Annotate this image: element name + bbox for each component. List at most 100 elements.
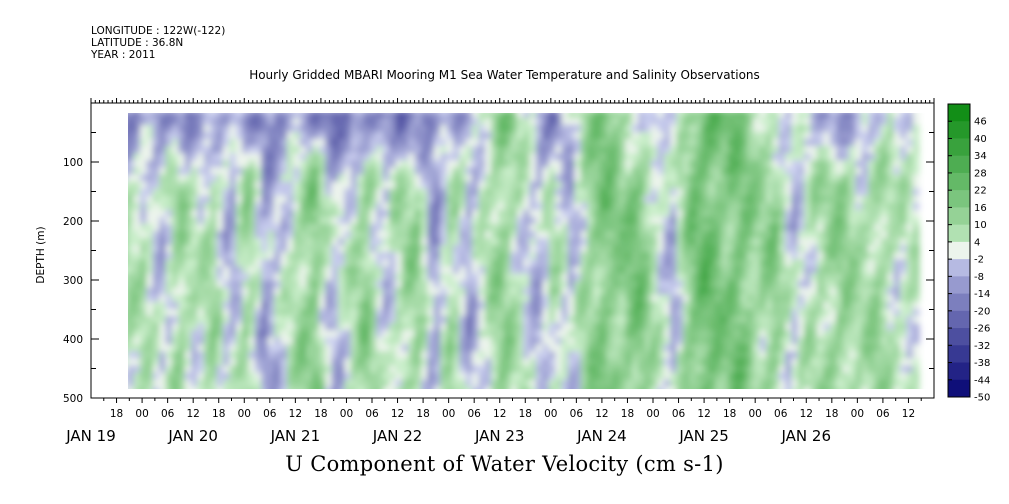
heatmap-cell	[222, 386, 230, 389]
heatmap-cell	[318, 330, 326, 338]
heatmap-cell	[529, 138, 537, 147]
heatmap-cell	[344, 330, 352, 338]
heatmap-cell	[376, 181, 384, 190]
heatmap-cell	[778, 344, 786, 352]
heatmap-cell	[171, 273, 179, 282]
heatmap-cell	[510, 351, 518, 360]
heatmap-cell	[331, 167, 339, 175]
heatmap-cell	[599, 323, 607, 331]
heatmap-cell	[344, 280, 352, 289]
heatmap-cell	[753, 231, 761, 239]
heatmap-cell	[452, 124, 460, 133]
heatmap-cell	[535, 209, 543, 218]
heatmap-cell	[491, 153, 499, 161]
heatmap-cell	[587, 273, 594, 282]
heatmap-cell	[542, 216, 550, 225]
heatmap-cell	[491, 344, 499, 352]
heatmap-cell	[171, 209, 179, 218]
heatmap-cell	[587, 160, 594, 168]
heatmap-cell	[229, 365, 237, 374]
heatmap-cell	[555, 358, 563, 367]
heatmap-cell	[868, 330, 875, 338]
heatmap-cell	[401, 188, 409, 197]
heatmap-cell	[631, 124, 639, 133]
heatmap-cell	[887, 195, 895, 204]
heatmap-cell	[842, 124, 850, 133]
heatmap-cell	[753, 252, 761, 260]
heatmap-cell	[248, 330, 256, 338]
heatmap-cell	[325, 358, 333, 367]
heatmap-cell	[331, 330, 339, 338]
heatmap-cell	[631, 337, 639, 345]
heatmap-cell	[791, 188, 799, 197]
heatmap-cell	[746, 146, 754, 154]
heatmap-cell	[631, 379, 639, 388]
heatmap-cell	[644, 160, 652, 168]
heatmap-cell	[580, 337, 588, 345]
heatmap-cell	[389, 131, 397, 140]
heatmap-cell	[350, 231, 358, 239]
heatmap-cell	[478, 287, 486, 296]
heatmap-cell	[535, 231, 543, 239]
heatmap-cell	[548, 273, 556, 282]
heatmap-cell	[542, 287, 550, 296]
heatmap-cell	[306, 195, 313, 204]
heatmap-cell	[197, 146, 205, 154]
heatmap-cell	[542, 167, 550, 175]
heatmap-cell	[868, 202, 875, 211]
heatmap-cell	[452, 117, 460, 126]
heatmap-cell	[274, 188, 282, 197]
heatmap-cell	[516, 386, 524, 389]
heatmap-cell	[465, 287, 473, 296]
heatmap-cell	[510, 379, 518, 388]
heatmap-cell	[535, 124, 543, 133]
heatmap-cell	[574, 259, 582, 268]
heatmap-cell	[318, 181, 326, 190]
heatmap-cell	[701, 195, 709, 204]
heatmap-cell	[855, 160, 863, 168]
heatmap-cell	[574, 301, 582, 310]
heatmap-cell	[452, 138, 460, 147]
heatmap-cell	[772, 344, 780, 352]
heatmap-cell	[376, 131, 384, 140]
heatmap-cell	[516, 273, 524, 282]
heatmap-cell	[484, 223, 492, 232]
heatmap-cell	[848, 301, 856, 310]
heatmap-cell	[765, 337, 773, 345]
heatmap-cell	[618, 315, 626, 324]
heatmap-cell	[670, 181, 678, 190]
heatmap-cell	[128, 124, 135, 133]
heatmap-cell	[816, 160, 824, 168]
heatmap-cell	[880, 386, 888, 389]
heatmap-cell	[414, 266, 422, 275]
heatmap-cell	[395, 131, 403, 140]
heatmap-cell	[452, 245, 460, 253]
heatmap-cell	[229, 386, 237, 389]
heatmap-cell	[337, 174, 345, 183]
heatmap-cell	[171, 351, 179, 360]
heatmap-cell	[414, 259, 422, 268]
heatmap-cell	[427, 174, 435, 183]
heatmap-cell	[567, 113, 575, 119]
heatmap-cell	[503, 113, 511, 119]
heatmap-cell	[369, 113, 377, 119]
heatmap-cell	[855, 209, 863, 218]
heatmap-cell	[868, 266, 875, 275]
heatmap-cell	[478, 259, 486, 268]
heatmap-cell	[369, 330, 377, 338]
heatmap-cell	[587, 174, 594, 183]
heatmap-cell	[599, 146, 607, 154]
heatmap-cell	[344, 188, 352, 197]
heatmap-cell	[644, 202, 652, 211]
heatmap-cell	[389, 315, 397, 324]
heatmap-cell	[325, 231, 333, 239]
heatmap-cell	[823, 301, 831, 310]
heatmap-cell	[663, 174, 671, 183]
heatmap-cell	[459, 252, 467, 260]
heatmap-cell	[580, 315, 588, 324]
heatmap-cell	[535, 294, 543, 303]
heatmap-cell	[555, 113, 563, 119]
heatmap-cell	[203, 113, 211, 119]
heatmap-cell	[165, 181, 173, 190]
heatmap-cell	[542, 386, 550, 389]
